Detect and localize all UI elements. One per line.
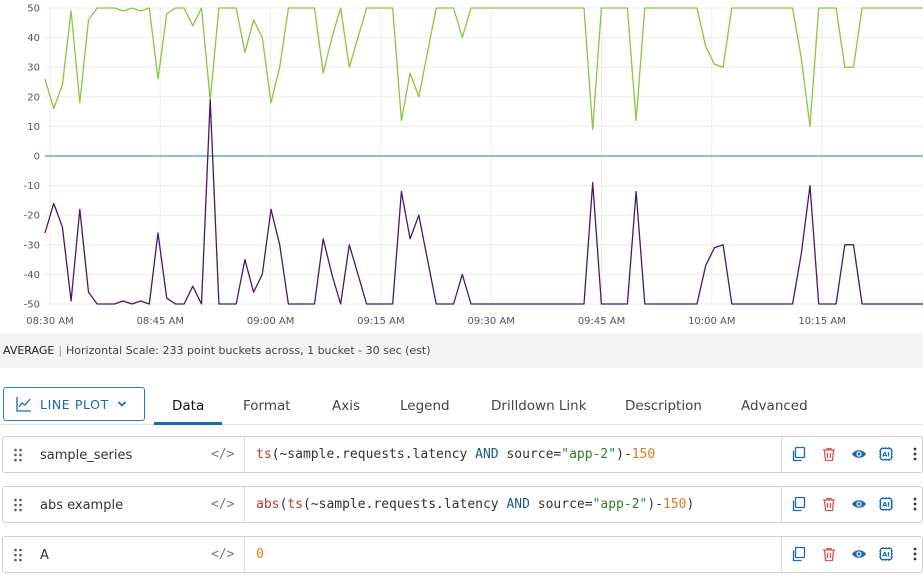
tab-divider xyxy=(0,424,923,425)
x-tick-label: 08:30 AM xyxy=(26,316,73,327)
active-tab-indicator xyxy=(154,422,222,425)
more-vertical-icon[interactable] xyxy=(907,546,923,562)
code-icon[interactable]: </> xyxy=(211,497,235,512)
expr-token: ) xyxy=(686,497,695,512)
eye-icon[interactable] xyxy=(851,546,867,562)
x-tick-label: 10:15 AM xyxy=(798,316,845,327)
chart-area[interactable]: 50 40 30 20 10 0 -10 -20 -30 -40 -50 08:30 AM 08:45 … xyxy=(0,0,923,333)
x-tick-label: 09:45 AM xyxy=(578,316,625,327)
query-name[interactable]: abs example xyxy=(40,498,124,513)
copy-icon[interactable] xyxy=(791,446,807,462)
eye-icon[interactable] xyxy=(851,446,867,462)
query-name[interactable]: sample_series xyxy=(40,448,133,463)
query-row[interactable]: A </> 0 AI xyxy=(2,536,923,573)
x-tick-label: 09:00 AM xyxy=(247,316,294,327)
expr-token: )- xyxy=(616,447,632,462)
expr-token: (~sample.requests.latency xyxy=(271,447,476,462)
tab-format[interactable]: Format xyxy=(243,398,291,414)
expr-token: ts xyxy=(287,497,303,512)
expr-token: AND xyxy=(475,447,499,462)
ai-icon[interactable]: AI xyxy=(878,546,894,562)
expr-token: (~sample.requests.latency xyxy=(302,497,507,512)
ai-icon[interactable]: AI xyxy=(878,496,894,512)
editor-toolbar: LINE PLOT Data Format Axis Legend Drilld… xyxy=(0,368,923,428)
tab-axis[interactable]: Axis xyxy=(332,398,361,414)
drag-handle-icon[interactable] xyxy=(13,547,23,563)
query-expression-field[interactable]: 0 xyxy=(244,537,782,572)
query-expression[interactable]: abs(ts(~sample.requests.latency AND sour… xyxy=(256,497,694,512)
query-row[interactable]: sample_series </> ts(~sample.requests.late… xyxy=(2,436,923,473)
y-tick-label: -50 xyxy=(24,300,40,311)
query-expression[interactable]: 0 xyxy=(256,547,264,562)
drag-handle-icon[interactable] xyxy=(13,447,23,463)
x-tick-label: 09:15 AM xyxy=(357,316,404,327)
y-tick-label: -10 xyxy=(24,181,40,192)
plot-type-label: LINE PLOT xyxy=(40,396,109,412)
query-row[interactable]: abs example </> abs(ts(~sample.requests.la… xyxy=(2,486,923,523)
y-tick-label: 40 xyxy=(27,33,40,44)
chevron-down-icon xyxy=(117,401,126,407)
svg-text:AI: AI xyxy=(882,501,889,509)
expr-token: source= xyxy=(498,447,562,462)
ai-icon[interactable]: AI xyxy=(878,446,894,462)
expr-token: abs xyxy=(256,497,280,512)
horizontal-scale-label: Horizontal Scale: 233 point buckets acro… xyxy=(66,344,431,357)
query-expression-field[interactable]: ts(~sample.requests.latency AND source="… xyxy=(244,437,782,472)
x-tick-label: 09:30 AM xyxy=(467,316,514,327)
tab-legend[interactable]: Legend xyxy=(400,398,450,414)
expr-token: ( xyxy=(279,497,288,512)
expr-token: "app-2" xyxy=(592,497,648,512)
svg-text:AI: AI xyxy=(882,551,889,559)
y-tick-label: -20 xyxy=(24,211,40,222)
aggregation-label: AVERAGE xyxy=(3,344,55,357)
delete-icon[interactable] xyxy=(821,496,837,512)
tab-data[interactable]: Data xyxy=(172,398,205,414)
query-name[interactable]: A xyxy=(40,548,49,563)
y-tick-label: 50 xyxy=(27,4,40,15)
y-tick-label: -40 xyxy=(24,270,40,281)
query-expression-field[interactable]: abs(ts(~sample.requests.latency AND sour… xyxy=(244,487,782,522)
expr-token: 150 xyxy=(663,497,687,512)
more-vertical-icon[interactable] xyxy=(907,496,923,512)
expr-token: 150 xyxy=(631,447,656,462)
expr-token: "app-2" xyxy=(561,447,617,462)
status-text: AVERAGE | Horizontal Scale: 233 point buck… xyxy=(3,344,431,357)
expr-token: 0 xyxy=(256,547,264,562)
line-chart-icon xyxy=(16,397,31,412)
tab-drilldown-link[interactable]: Drilldown Link xyxy=(491,398,587,414)
status-separator: | xyxy=(58,344,63,357)
x-tick-label: 08:45 AM xyxy=(137,316,184,327)
y-tick-label: -30 xyxy=(24,240,40,251)
y-tick-label: 10 xyxy=(27,122,40,133)
delete-icon[interactable] xyxy=(821,446,837,462)
copy-icon[interactable] xyxy=(791,496,807,512)
y-tick-label: 0 xyxy=(34,152,40,163)
series-line-0[interactable] xyxy=(44,7,923,131)
line-chart[interactable]: 50 40 30 20 10 0 -10 -20 -30 -40 -50 08:30 AM 08:45 … xyxy=(0,0,923,333)
copy-icon[interactable] xyxy=(791,546,807,562)
plot-type-dropdown[interactable]: LINE PLOT xyxy=(3,387,145,421)
eye-icon[interactable] xyxy=(851,496,867,512)
delete-icon[interactable] xyxy=(821,546,837,562)
tab-advanced[interactable]: Advanced xyxy=(741,398,808,414)
query-expression[interactable]: ts(~sample.requests.latency AND source="… xyxy=(256,447,655,462)
tab-description[interactable]: Description xyxy=(625,398,702,414)
more-vertical-icon[interactable] xyxy=(907,446,923,462)
svg-text:AI: AI xyxy=(882,451,889,459)
code-icon[interactable]: </> xyxy=(211,547,235,562)
series-line-2[interactable] xyxy=(44,99,923,305)
expr-token: )- xyxy=(647,497,664,512)
expr-token: AND xyxy=(506,497,530,512)
expr-token: ts xyxy=(256,447,272,462)
x-tick-label: 10:00 AM xyxy=(688,316,735,327)
code-icon[interactable]: </> xyxy=(211,447,235,462)
status-bar: AVERAGE | Horizontal Scale: 233 point buck… xyxy=(0,333,923,368)
y-tick-label: 30 xyxy=(27,63,40,74)
drag-handle-icon[interactable] xyxy=(13,497,23,513)
expr-token: source= xyxy=(529,497,593,512)
y-tick-label: 20 xyxy=(27,92,40,103)
